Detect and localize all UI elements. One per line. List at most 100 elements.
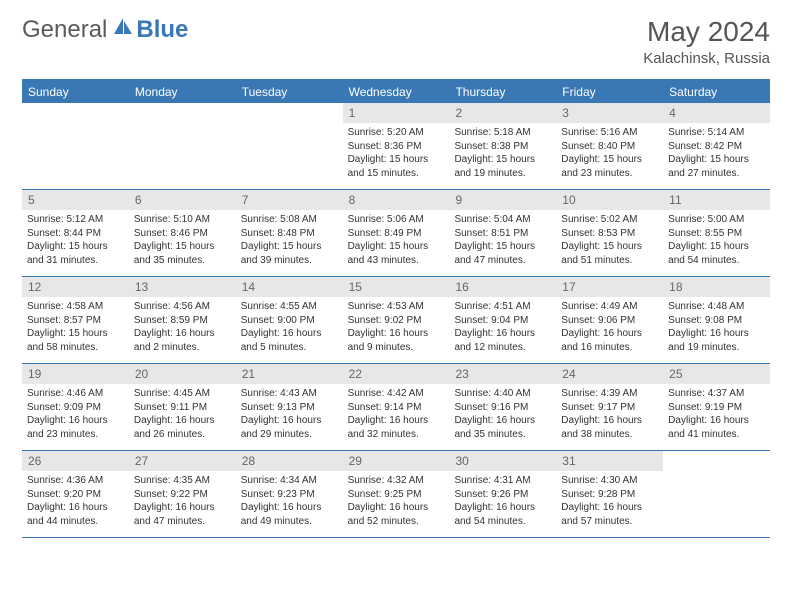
daylight-line-2: and 38 minutes. <box>561 428 658 442</box>
day-cell: 17Sunrise: 4:49 AMSunset: 9:06 PMDayligh… <box>556 277 663 363</box>
sunrise-line: Sunrise: 5:00 AM <box>668 213 765 227</box>
daylight-line-1: Daylight: 16 hours <box>241 501 338 515</box>
daylight-line-1: Daylight: 15 hours <box>454 153 551 167</box>
sunrise-line: Sunrise: 5:20 AM <box>348 126 445 140</box>
daylight-line-2: and 58 minutes. <box>27 341 124 355</box>
day-number: 8 <box>343 190 450 210</box>
day-cell: 13Sunrise: 4:56 AMSunset: 8:59 PMDayligh… <box>129 277 236 363</box>
sunset-line: Sunset: 9:13 PM <box>241 401 338 415</box>
daylight-line-1: Daylight: 16 hours <box>454 327 551 341</box>
day-number: . <box>236 103 343 123</box>
sunrise-line: Sunrise: 5:08 AM <box>241 213 338 227</box>
daylight-line-2: and 26 minutes. <box>134 428 231 442</box>
daylight-line-2: and 12 minutes. <box>454 341 551 355</box>
daylight-line-2: and 19 minutes. <box>668 341 765 355</box>
day-cell: 5Sunrise: 5:12 AMSunset: 8:44 PMDaylight… <box>22 190 129 276</box>
daylight-line-1: Daylight: 15 hours <box>561 153 658 167</box>
sunset-line: Sunset: 8:38 PM <box>454 140 551 154</box>
sunrise-line: Sunrise: 4:37 AM <box>668 387 765 401</box>
day-cell: 14Sunrise: 4:55 AMSunset: 9:00 PMDayligh… <box>236 277 343 363</box>
daylight-line-2: and 31 minutes. <box>27 254 124 268</box>
sunset-line: Sunset: 9:09 PM <box>27 401 124 415</box>
day-number: 13 <box>129 277 236 297</box>
day-number: 18 <box>663 277 770 297</box>
sunrise-line: Sunrise: 5:06 AM <box>348 213 445 227</box>
sunset-line: Sunset: 9:08 PM <box>668 314 765 328</box>
sunrise-line: Sunrise: 4:31 AM <box>454 474 551 488</box>
day-number: 19 <box>22 364 129 384</box>
day-number: 17 <box>556 277 663 297</box>
day-number: 21 <box>236 364 343 384</box>
daylight-line-2: and 51 minutes. <box>561 254 658 268</box>
day-number: 28 <box>236 451 343 471</box>
daylight-line-1: Daylight: 15 hours <box>561 240 658 254</box>
sunrise-line: Sunrise: 5:14 AM <box>668 126 765 140</box>
daylight-line-2: and 54 minutes. <box>668 254 765 268</box>
daylight-line-2: and 39 minutes. <box>241 254 338 268</box>
day-cell: 26Sunrise: 4:36 AMSunset: 9:20 PMDayligh… <box>22 451 129 537</box>
day-cell: 19Sunrise: 4:46 AMSunset: 9:09 PMDayligh… <box>22 364 129 450</box>
daylight-line-1: Daylight: 16 hours <box>348 414 445 428</box>
day-cell: . <box>22 103 129 189</box>
sunset-line: Sunset: 8:42 PM <box>668 140 765 154</box>
day-number: 2 <box>449 103 556 123</box>
sunset-line: Sunset: 8:53 PM <box>561 227 658 241</box>
sunset-line: Sunset: 8:46 PM <box>134 227 231 241</box>
day-cell: 25Sunrise: 4:37 AMSunset: 9:19 PMDayligh… <box>663 364 770 450</box>
daylight-line-1: Daylight: 16 hours <box>134 414 231 428</box>
sunrise-line: Sunrise: 4:35 AM <box>134 474 231 488</box>
day-number: 16 <box>449 277 556 297</box>
daylight-line-2: and 16 minutes. <box>561 341 658 355</box>
week-row: 19Sunrise: 4:46 AMSunset: 9:09 PMDayligh… <box>22 364 770 451</box>
daylight-line-2: and 43 minutes. <box>348 254 445 268</box>
day-number: 11 <box>663 190 770 210</box>
day-number: . <box>22 103 129 123</box>
sunrise-line: Sunrise: 4:30 AM <box>561 474 658 488</box>
daylight-line-2: and 9 minutes. <box>348 341 445 355</box>
day-number: 12 <box>22 277 129 297</box>
week-row: 5Sunrise: 5:12 AMSunset: 8:44 PMDaylight… <box>22 190 770 277</box>
daylight-line-2: and 2 minutes. <box>134 341 231 355</box>
sunrise-line: Sunrise: 4:36 AM <box>27 474 124 488</box>
sunrise-line: Sunrise: 5:10 AM <box>134 213 231 227</box>
daylight-line-1: Daylight: 16 hours <box>348 327 445 341</box>
daylight-line-2: and 49 minutes. <box>241 515 338 529</box>
daylight-line-2: and 15 minutes. <box>348 167 445 181</box>
day-of-week-header: Thursday <box>449 81 556 103</box>
daylight-line-2: and 23 minutes. <box>561 167 658 181</box>
daylight-line-1: Daylight: 16 hours <box>27 414 124 428</box>
daylight-line-1: Daylight: 15 hours <box>348 153 445 167</box>
day-number: 24 <box>556 364 663 384</box>
daylight-line-2: and 35 minutes. <box>454 428 551 442</box>
day-cell: 20Sunrise: 4:45 AMSunset: 9:11 PMDayligh… <box>129 364 236 450</box>
sunset-line: Sunset: 8:44 PM <box>27 227 124 241</box>
daylight-line-2: and 44 minutes. <box>27 515 124 529</box>
day-cell: 23Sunrise: 4:40 AMSunset: 9:16 PMDayligh… <box>449 364 556 450</box>
sunset-line: Sunset: 9:19 PM <box>668 401 765 415</box>
daylight-line-1: Daylight: 16 hours <box>454 501 551 515</box>
daylight-line-1: Daylight: 16 hours <box>561 501 658 515</box>
day-of-week-header: Wednesday <box>343 81 450 103</box>
sunset-line: Sunset: 9:17 PM <box>561 401 658 415</box>
sunset-line: Sunset: 9:26 PM <box>454 488 551 502</box>
sunrise-line: Sunrise: 4:48 AM <box>668 300 765 314</box>
sunset-line: Sunset: 9:14 PM <box>348 401 445 415</box>
sunrise-line: Sunrise: 4:43 AM <box>241 387 338 401</box>
day-of-week-header: Sunday <box>22 81 129 103</box>
daylight-line-1: Daylight: 15 hours <box>134 240 231 254</box>
day-cell: 11Sunrise: 5:00 AMSunset: 8:55 PMDayligh… <box>663 190 770 276</box>
day-number: 5 <box>22 190 129 210</box>
week-row: 12Sunrise: 4:58 AMSunset: 8:57 PMDayligh… <box>22 277 770 364</box>
day-of-week-header: Monday <box>129 81 236 103</box>
sunset-line: Sunset: 8:36 PM <box>348 140 445 154</box>
sunrise-line: Sunrise: 5:04 AM <box>454 213 551 227</box>
daylight-line-2: and 57 minutes. <box>561 515 658 529</box>
daylight-line-1: Daylight: 16 hours <box>27 501 124 515</box>
sunrise-line: Sunrise: 4:39 AM <box>561 387 658 401</box>
daylight-line-1: Daylight: 15 hours <box>241 240 338 254</box>
logo-word-general: General <box>22 16 107 44</box>
day-of-week-header-row: SundayMondayTuesdayWednesdayThursdayFrid… <box>22 81 770 103</box>
sunset-line: Sunset: 8:55 PM <box>668 227 765 241</box>
daylight-line-2: and 29 minutes. <box>241 428 338 442</box>
daylight-line-1: Daylight: 16 hours <box>561 414 658 428</box>
